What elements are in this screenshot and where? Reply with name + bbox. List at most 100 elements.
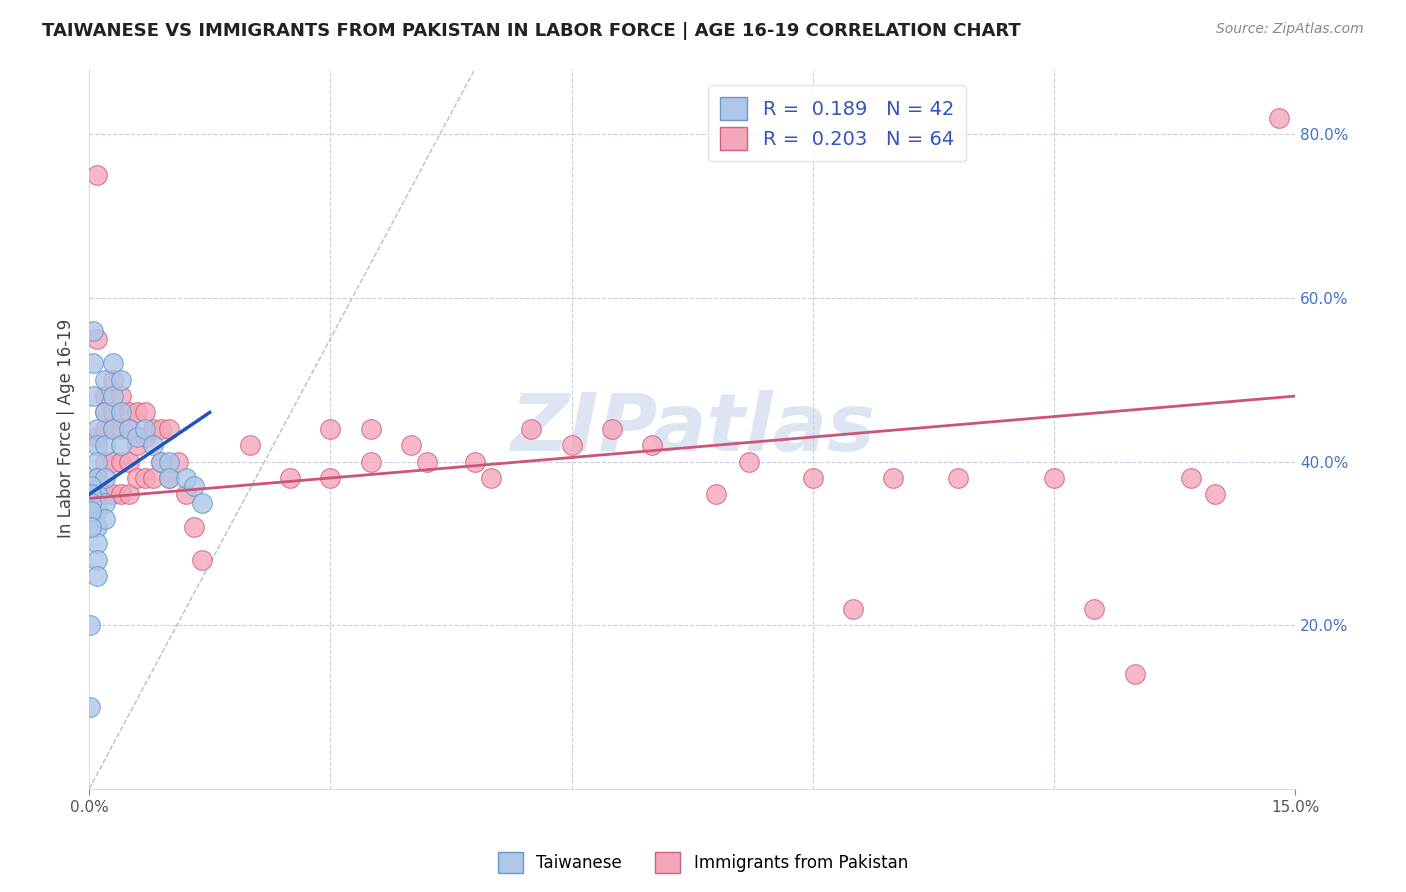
Point	[103, 405, 125, 419]
Point	[464, 454, 486, 468]
Point	[82, 324, 104, 338]
Point	[319, 422, 342, 436]
Point	[134, 471, 156, 485]
Point	[118, 422, 141, 436]
Point	[94, 471, 117, 485]
Point	[561, 438, 583, 452]
Point	[174, 471, 197, 485]
Point	[94, 512, 117, 526]
Point	[142, 471, 165, 485]
Point	[110, 389, 132, 403]
Point	[86, 520, 108, 534]
Point	[150, 454, 173, 468]
Point	[79, 618, 101, 632]
Point	[80, 504, 103, 518]
Point	[82, 356, 104, 370]
Point	[86, 536, 108, 550]
Point	[94, 438, 117, 452]
Y-axis label: In Labor Force | Age 16-19: In Labor Force | Age 16-19	[58, 319, 75, 539]
Point	[86, 168, 108, 182]
Point	[86, 471, 108, 485]
Point	[319, 471, 342, 485]
Point	[110, 422, 132, 436]
Point	[159, 422, 181, 436]
Point	[946, 471, 969, 485]
Point	[127, 430, 149, 444]
Point	[94, 373, 117, 387]
Point	[142, 438, 165, 452]
Text: Source: ZipAtlas.com: Source: ZipAtlas.com	[1216, 22, 1364, 37]
Point	[183, 520, 205, 534]
Point	[110, 438, 132, 452]
Point	[150, 454, 173, 468]
Point	[103, 487, 125, 501]
Point	[842, 602, 865, 616]
Point	[520, 422, 543, 436]
Point	[278, 471, 301, 485]
Point	[737, 454, 759, 468]
Point	[1268, 111, 1291, 125]
Point	[1180, 471, 1202, 485]
Point	[86, 569, 108, 583]
Point	[1123, 667, 1146, 681]
Point	[94, 495, 117, 509]
Point	[103, 422, 125, 436]
Point	[86, 438, 108, 452]
Point	[103, 422, 125, 436]
Point	[183, 479, 205, 493]
Point	[159, 471, 181, 485]
Point	[94, 454, 117, 468]
Point	[103, 373, 125, 387]
Point	[86, 553, 108, 567]
Point	[150, 422, 173, 436]
Point	[416, 454, 439, 468]
Legend: Taiwanese, Immigrants from Pakistan: Taiwanese, Immigrants from Pakistan	[491, 846, 915, 880]
Point	[80, 520, 103, 534]
Point	[479, 471, 502, 485]
Point	[118, 454, 141, 468]
Point	[360, 422, 382, 436]
Point	[118, 422, 141, 436]
Point	[118, 405, 141, 419]
Point	[134, 422, 156, 436]
Point	[166, 454, 188, 468]
Point	[80, 487, 103, 501]
Point	[103, 389, 125, 403]
Point	[82, 389, 104, 403]
Point	[94, 487, 117, 501]
Point	[86, 487, 108, 501]
Point	[190, 495, 212, 509]
Point	[86, 471, 108, 485]
Point	[94, 405, 117, 419]
Point	[360, 454, 382, 468]
Point	[174, 487, 197, 501]
Point	[86, 332, 108, 346]
Point	[801, 471, 824, 485]
Point	[127, 438, 149, 452]
Point	[80, 495, 103, 509]
Point	[142, 422, 165, 436]
Point	[641, 438, 664, 452]
Point	[94, 405, 117, 419]
Point	[190, 553, 212, 567]
Point	[79, 700, 101, 714]
Text: ZIPatlas: ZIPatlas	[510, 390, 875, 467]
Point	[706, 487, 728, 501]
Point	[110, 405, 132, 419]
Point	[94, 389, 117, 403]
Point	[1204, 487, 1226, 501]
Point	[159, 454, 181, 468]
Point	[118, 487, 141, 501]
Point	[159, 471, 181, 485]
Point	[86, 454, 108, 468]
Point	[600, 422, 623, 436]
Point	[1083, 602, 1105, 616]
Text: TAIWANESE VS IMMIGRANTS FROM PAKISTAN IN LABOR FORCE | AGE 16-19 CORRELATION CHA: TAIWANESE VS IMMIGRANTS FROM PAKISTAN IN…	[42, 22, 1021, 40]
Point	[239, 438, 262, 452]
Point	[86, 430, 108, 444]
Point	[103, 356, 125, 370]
Point	[882, 471, 904, 485]
Point	[134, 405, 156, 419]
Point	[127, 471, 149, 485]
Point	[86, 422, 108, 436]
